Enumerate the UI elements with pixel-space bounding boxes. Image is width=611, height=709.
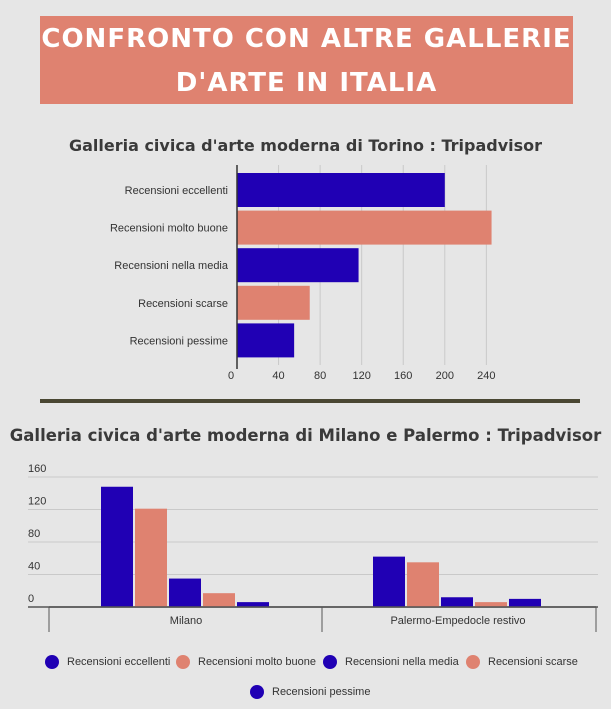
bar-milano-4: [203, 593, 235, 607]
x-tick-label: 200: [436, 370, 454, 382]
section-divider: [40, 399, 580, 403]
legend-label: Recensioni pessime: [272, 686, 371, 698]
category-label: Recensioni nella media: [114, 260, 229, 272]
bar-palermoempedocle-1: [373, 556, 405, 607]
bar-palermoempedocle-3: [441, 597, 473, 607]
legend-item: Recensioni pessime: [250, 685, 370, 699]
y-tick-label: 120: [28, 496, 46, 508]
banner-line-2: D'ARTE IN ITALIA: [175, 68, 438, 98]
category-label: Recensioni molto buone: [110, 223, 228, 235]
legend-dot-icon: [45, 655, 59, 669]
bar-4: [237, 285, 310, 320]
legend-dot-icon: [176, 655, 190, 669]
bar-milano-2: [135, 508, 167, 607]
y-tick-label: 80: [28, 528, 40, 540]
x-tick-label: 40: [272, 370, 284, 382]
bar-palermoempedocle-4: [475, 602, 507, 607]
chart-title-milano-palermo: Galleria civica d'arte moderna di Milano…: [9, 426, 602, 445]
bar-milano-3: [169, 578, 201, 607]
category-label: Milano: [170, 615, 202, 627]
x-tick-label: 240: [477, 370, 495, 382]
x-tick-label: 80: [314, 370, 326, 382]
y-tick-label: 0: [28, 593, 34, 605]
legend-dot-icon: [466, 655, 480, 669]
chart-title-torino: Galleria civica d'arte moderna di Torino…: [68, 136, 543, 155]
y-tick-label: 40: [28, 561, 40, 573]
legend-label: Recensioni scarse: [488, 656, 578, 668]
bar-milano-5: [237, 602, 269, 607]
legend-label: Recensioni eccellenti: [67, 656, 171, 668]
bar-milano-1: [101, 486, 133, 607]
x-tick-label: 0: [228, 370, 234, 382]
bar-5: [237, 323, 295, 358]
legend-label: Recensioni molto buone: [198, 656, 317, 668]
legend-label: Recensioni nella media: [345, 656, 459, 668]
category-label: Recensioni scarse: [138, 298, 228, 310]
bar-palermoempedocle-5: [509, 598, 541, 607]
legend-dot-icon: [250, 685, 264, 699]
x-tick-label: 160: [394, 370, 412, 382]
bar-2: [237, 210, 492, 245]
y-tick-label: 160: [28, 463, 46, 475]
category-label: Recensioni pessime: [130, 335, 228, 347]
title-banner: CONFRONTO CON ALTRE GALLERIE D'ARTE IN I…: [40, 16, 573, 104]
legend-dot-icon: [323, 655, 337, 669]
x-tick-label: 120: [353, 370, 371, 382]
category-label: Palermo-Empedocle restivo: [390, 615, 525, 627]
category-label: Recensioni eccellenti: [125, 185, 228, 197]
legend-item: Recensioni molto buone: [176, 655, 316, 669]
legend-item: Recensioni scarse: [466, 655, 578, 669]
legend-item: Recensioni eccellenti: [45, 655, 170, 669]
bar-1: [237, 173, 445, 207]
bar-palermoempedocle-2: [407, 562, 439, 607]
legend-item: Recensioni nella media: [323, 655, 459, 669]
banner-line-1: CONFRONTO CON ALTRE GALLERIE: [41, 24, 572, 54]
bar-3: [237, 248, 359, 283]
